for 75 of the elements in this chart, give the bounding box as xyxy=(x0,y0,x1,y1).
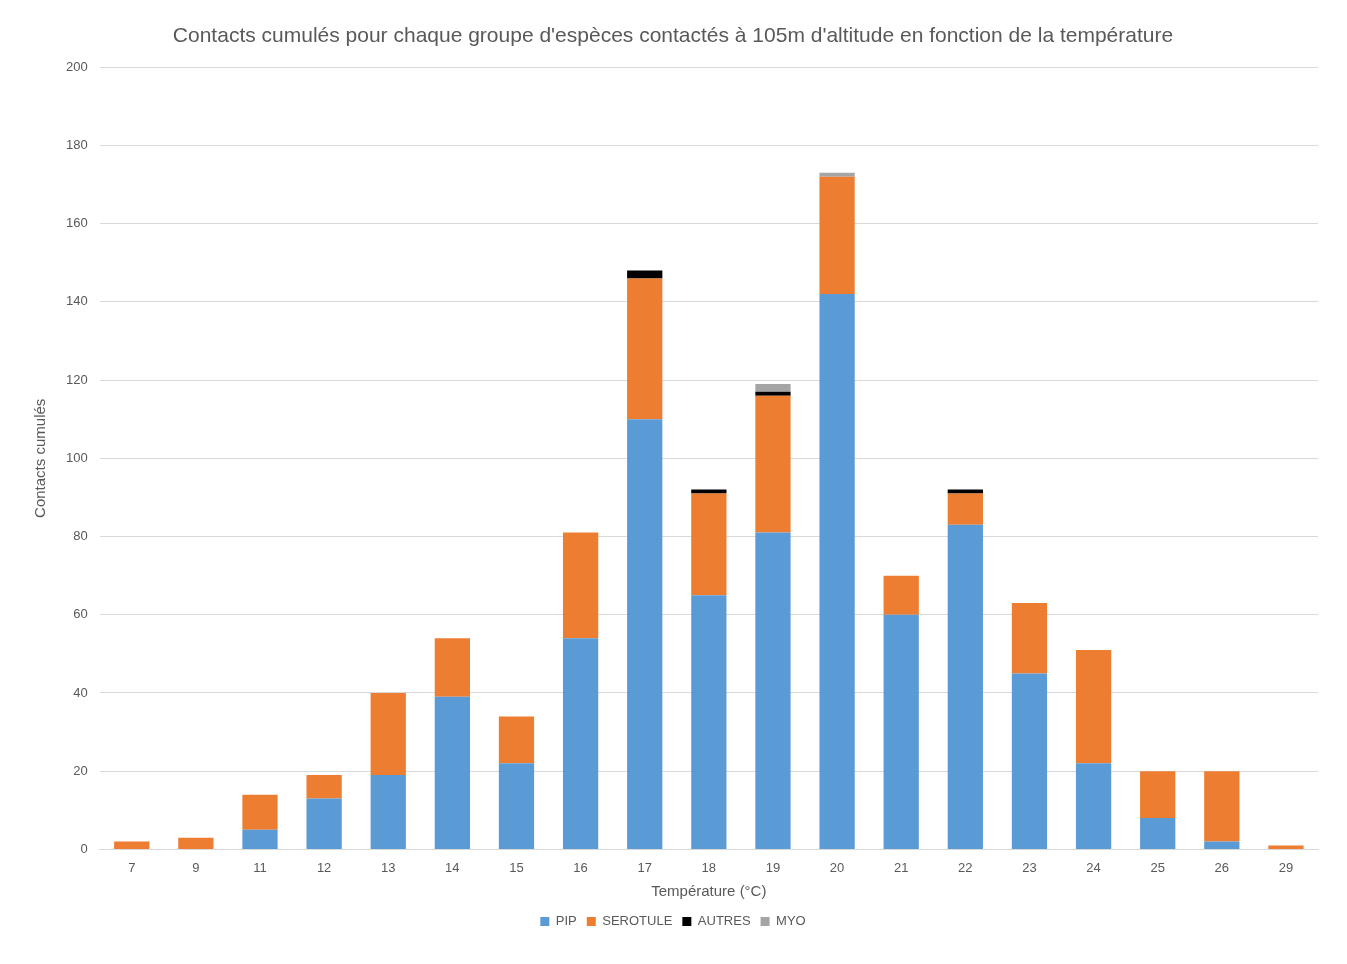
x-tick-label: 26 xyxy=(1214,859,1230,875)
bar xyxy=(947,524,983,849)
y-axis-title: Contacts cumulés xyxy=(31,398,49,518)
bar xyxy=(883,614,919,849)
y-tick-label: 100 xyxy=(65,449,88,465)
x-tick-label: 25 xyxy=(1150,859,1165,875)
y-tick-label: 60 xyxy=(73,606,88,622)
y-tick-label: 40 xyxy=(73,684,88,700)
x-tick-label: 21 xyxy=(893,859,909,875)
bar xyxy=(819,294,855,849)
legend-label: MYO xyxy=(776,913,806,929)
bar xyxy=(755,391,791,396)
bar xyxy=(1075,763,1112,849)
bar xyxy=(947,493,983,525)
legend-label: AUTRES xyxy=(697,913,751,929)
bar xyxy=(755,383,791,392)
bar xyxy=(562,532,599,639)
x-tick-label: 24 xyxy=(1086,859,1101,875)
bar xyxy=(1140,818,1176,849)
bar xyxy=(1204,771,1240,842)
bar xyxy=(1011,603,1048,674)
bar xyxy=(627,419,663,849)
x-tick-label: 22 xyxy=(958,859,973,875)
bar xyxy=(691,595,727,849)
y-tick-label: 120 xyxy=(65,371,88,387)
bar xyxy=(114,841,150,849)
bar xyxy=(819,172,855,177)
bar xyxy=(242,829,278,849)
y-tick-label: 80 xyxy=(73,528,88,544)
bar xyxy=(755,395,791,533)
x-tick-label: 20 xyxy=(829,859,845,875)
x-tick-label: 13 xyxy=(381,859,396,875)
x-tick-label: 15 xyxy=(509,859,524,875)
bar xyxy=(306,775,342,799)
x-tick-label: 17 xyxy=(637,859,652,875)
bar xyxy=(691,493,727,596)
bar xyxy=(178,837,214,849)
legend-label: PIP xyxy=(555,913,577,929)
bar xyxy=(1204,841,1240,849)
bar xyxy=(755,532,791,849)
x-tick-label: 9 xyxy=(192,859,200,875)
y-tick-label: 140 xyxy=(65,293,88,309)
y-tick-label: 180 xyxy=(65,137,88,152)
x-tick-label: 16 xyxy=(573,859,588,875)
x-tick-label: 7 xyxy=(128,859,136,875)
bar xyxy=(1268,845,1304,849)
y-tick-label: 200 xyxy=(65,58,88,74)
bar xyxy=(1140,771,1176,819)
x-tick-label: 11 xyxy=(253,859,267,875)
bar xyxy=(370,775,406,849)
bar xyxy=(242,794,278,830)
x-tick-label: 18 xyxy=(701,859,717,875)
bar xyxy=(434,696,470,849)
bar xyxy=(627,278,663,420)
x-axis-title: Température (°C) xyxy=(651,882,767,900)
x-tick-label: 14 xyxy=(445,859,460,875)
bar xyxy=(498,763,535,849)
x-tick-label: 19 xyxy=(765,859,781,875)
bar xyxy=(370,692,406,776)
y-tick-label: 160 xyxy=(65,215,88,231)
bar xyxy=(883,575,919,615)
x-tick-label: 12 xyxy=(316,859,332,875)
bar xyxy=(306,798,342,849)
x-tick-label: 29 xyxy=(1278,859,1294,875)
bar xyxy=(434,638,470,697)
x-tick-label: 23 xyxy=(1022,859,1037,875)
chart-title: Contacts cumulés pour chaque groupe d'espèces contactés à 105m d'altitude en fonction de la température xyxy=(172,23,1174,47)
bar xyxy=(1011,673,1048,849)
bar xyxy=(498,716,535,764)
legend-label: SEROTULE xyxy=(602,913,673,929)
y-tick-label: 0 xyxy=(80,840,88,856)
bar xyxy=(819,176,855,295)
y-tick-label: 20 xyxy=(73,762,88,778)
bar xyxy=(562,638,599,849)
bar xyxy=(1075,649,1112,764)
